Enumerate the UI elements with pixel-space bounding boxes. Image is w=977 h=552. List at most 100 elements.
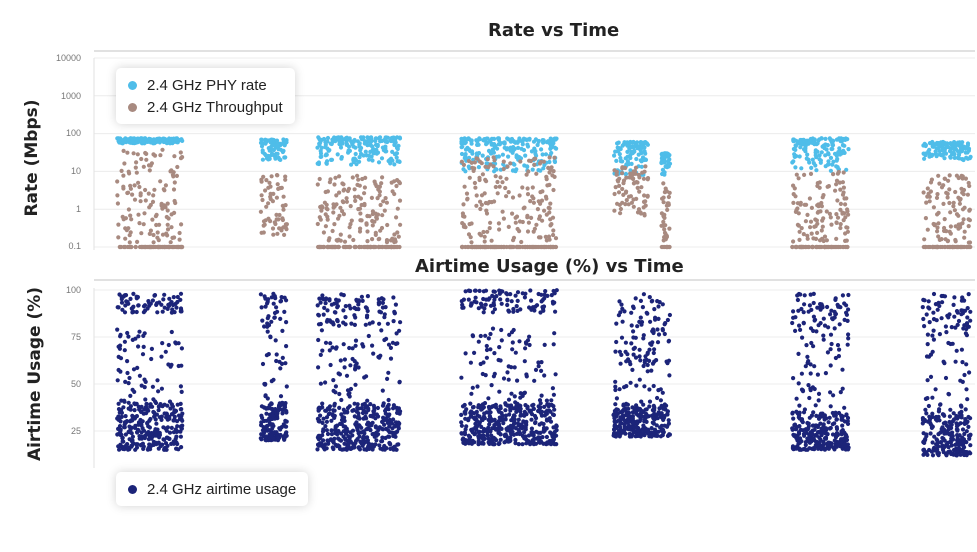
airtime-point [510,340,515,345]
airtime-point [791,309,796,314]
airtime-point [472,350,477,355]
airtime-point [965,315,970,320]
throughput-point [815,221,820,226]
airtime-point [625,412,630,417]
throughput-point [841,218,846,223]
airtime-point [144,411,149,416]
airtime-point [842,301,847,306]
phy-rate-point [809,165,814,170]
airtime-point [178,297,183,302]
airtime-point [953,442,958,447]
airtime-point [279,402,284,407]
throughput-point [936,221,941,226]
airtime-point [476,438,481,444]
airtime-point [650,408,656,413]
airtime-point [380,388,385,393]
phy-rate-point [163,139,168,144]
airtime-point [552,442,557,447]
airtime-point [808,362,813,367]
airtime-point [796,381,801,386]
airtime-point [171,302,176,308]
throughput-point [258,209,263,214]
airtime-point [501,421,506,426]
airtime-point [942,445,947,450]
airtime-point [176,413,182,418]
throughput-point [935,192,940,197]
throughput-point [142,211,147,216]
throughput-point [961,217,966,222]
throughput-point [838,201,844,206]
airtime-point [483,288,489,293]
throughput-point [165,227,171,232]
phy-rate-point [268,140,273,145]
airtime-point [656,332,662,337]
throughput-point [828,215,833,220]
throughput-point [953,239,958,244]
airtime-point [469,409,474,414]
airtime-point [497,345,502,350]
phy-rate-point [315,161,320,166]
airtime-point [930,440,935,445]
airtime-point [348,363,353,368]
airtime-point [284,384,289,389]
airtime-point [125,359,130,364]
phy-rate-point [374,151,379,156]
phy-rate-point [948,141,953,146]
phy-rate-point [392,162,397,167]
airtime-point [348,446,353,451]
airtime-point [272,315,277,320]
throughput-point [925,186,930,191]
throughput-point [501,216,506,221]
airtime-point [490,418,495,423]
phy-rate-point [667,157,672,162]
airtime-point [354,420,359,425]
airtime-point [653,317,658,322]
throughput-point [530,185,535,190]
airtime-point [393,424,398,429]
airtime-point [814,433,819,438]
airtime-point [143,397,148,402]
airtime-point [284,320,289,325]
phy-rate-point [960,148,965,153]
airtime-point [634,383,639,388]
airtime-point [647,404,652,409]
airtime-point [130,434,135,439]
airtime-point [361,429,366,434]
throughput-point [484,211,490,216]
throughput-point [539,198,545,203]
airtime-point [152,293,158,298]
airtime-point [796,351,801,356]
phy-rate-point [521,136,527,141]
phy-rate-point [942,156,947,161]
airtime-point [116,305,121,310]
phy-rate-point [940,139,946,145]
airtime-point [554,288,559,293]
throughput-point [144,151,149,156]
airtime-point [320,401,325,406]
airtime-point [611,412,616,418]
throughput-point [334,193,339,198]
throughput-point [802,172,807,177]
airtime-point [643,354,648,359]
airtime-point [808,388,813,393]
airtime-point [349,321,354,326]
airtime-point [930,453,936,458]
airtime-point [259,305,264,310]
throughput-point [344,199,349,204]
phy-rate-point [517,138,522,143]
airtime-point [529,417,534,422]
phy-rate-point [500,152,505,157]
throughput-point [660,196,665,201]
airtime-point [376,302,381,307]
airtime-point [336,371,341,376]
airtime-point [343,424,348,429]
airtime-point [390,340,395,345]
throughput-point [165,201,170,206]
throughput-point [524,172,529,177]
airtime-point [269,401,274,406]
airtime-point [795,293,800,298]
throughput-point [941,201,946,206]
throughput-point [123,236,128,241]
airtime-point [137,329,142,334]
airtime-point [330,345,335,350]
